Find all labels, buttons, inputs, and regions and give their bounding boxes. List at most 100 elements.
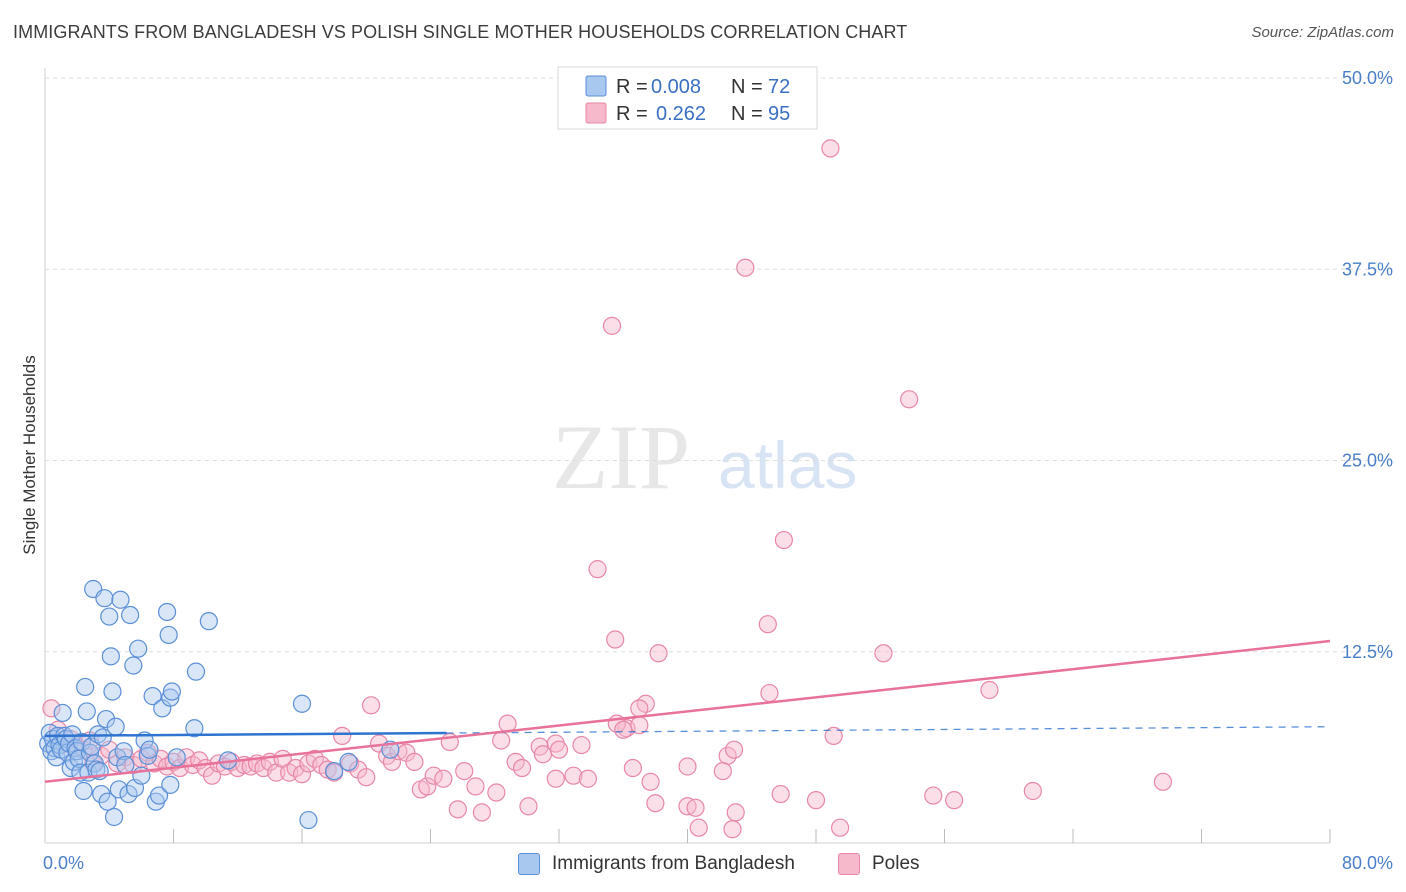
poles-point-88	[686, 798, 705, 817]
bangladesh-point-72	[299, 810, 318, 830]
bangladesh-point-74	[339, 752, 358, 772]
bangladesh-point-38	[100, 607, 119, 626]
poles-point-86	[724, 740, 744, 759]
legend-r-label-1: R =	[616, 76, 648, 98]
bangladesh-point-34	[93, 728, 112, 747]
bangladesh-point-16	[64, 752, 84, 772]
bangladesh-point-52	[129, 639, 148, 658]
poles-point-68	[512, 758, 532, 778]
poles-point-106	[630, 699, 649, 718]
poles-point-58	[434, 769, 453, 788]
watermark-atlas: atlas	[718, 428, 857, 502]
poles-point-115	[874, 644, 893, 663]
bangladesh-point-69	[199, 612, 218, 631]
poles-point-44	[333, 726, 352, 746]
bangladesh-point-59	[149, 786, 169, 805]
poles-point-96	[760, 683, 779, 703]
poles-point-38	[292, 765, 312, 784]
poles-swatch	[838, 853, 860, 875]
bangladesh-point-64	[162, 682, 181, 701]
poles-point-105	[614, 720, 633, 739]
legend-n-value-2: 95	[768, 103, 790, 125]
poles-point-62	[466, 777, 485, 796]
legend-item-bangladesh: Immigrants from Bangladesh	[518, 852, 795, 876]
legend-swatch-blue	[585, 75, 607, 97]
bangladesh-point-66	[167, 748, 186, 767]
bangladesh-point-49	[121, 605, 140, 625]
legend-item-poles: Poles	[838, 852, 920, 876]
legend-r-value-2: 0.262	[656, 103, 706, 125]
poles-point-103	[1023, 781, 1042, 801]
poles-point-97	[546, 769, 565, 788]
bangladesh-point-47	[116, 755, 135, 775]
bangladesh-point-22	[74, 781, 93, 801]
bangladesh-point-9	[53, 703, 72, 723]
bangladesh-swatch	[518, 853, 540, 875]
poles-point-91	[771, 784, 790, 804]
bangladesh-point-42	[106, 717, 125, 736]
poles-point-56	[418, 777, 437, 796]
poles-point-61	[455, 761, 474, 781]
poles-point-101	[945, 791, 964, 810]
bangladesh-point-37	[98, 792, 117, 811]
x-tick-label-max: 80.0%	[1342, 853, 1393, 873]
poles-point-60	[448, 800, 467, 819]
poles-point-104	[1153, 772, 1173, 791]
legend-n-label-2: N =	[731, 103, 763, 125]
bangladesh-point-57	[143, 687, 162, 706]
bangladesh-label: Immigrants from Bangladesh	[552, 853, 795, 874]
bangladesh-point-40	[103, 682, 122, 701]
poles-label: Poles	[872, 853, 920, 874]
bangladesh-point-46	[114, 742, 133, 761]
poles-point-109	[774, 530, 793, 550]
poles-point-94	[636, 694, 655, 713]
poles-point-54	[405, 752, 424, 772]
poles-point-0	[42, 699, 61, 718]
bangladesh-trend-solid	[44, 731, 447, 738]
poles-point-111	[736, 258, 755, 277]
poles-point-48	[361, 696, 381, 715]
poles-point-92	[806, 791, 826, 810]
poles-point-79	[623, 758, 642, 778]
y-tick-label-1: 25.0%	[1342, 451, 1393, 471]
bangladesh-point-71	[292, 694, 312, 713]
poles-point-87	[726, 803, 745, 822]
bangladesh-point-35	[95, 589, 114, 608]
bangladesh-point-68	[185, 719, 204, 738]
x-tick-label-min: 0.0%	[43, 853, 84, 873]
poles-point-107	[678, 757, 697, 776]
poles-point-81	[646, 794, 665, 813]
poles-point-63	[472, 803, 491, 822]
correlation-legend: R = 0.008 N = 72 R = 0.262 N = 95	[557, 66, 818, 130]
y-tick-label-0: 12.5%	[1342, 642, 1393, 662]
y-tick-label-3: 50.0%	[1342, 68, 1393, 88]
bangladesh-point-39	[101, 647, 120, 666]
poles-point-82	[649, 644, 668, 663]
bangladesh-point-63	[161, 688, 180, 707]
poles-point-98	[641, 772, 660, 791]
poles-trend-line	[44, 639, 1331, 784]
bangladesh-point-67	[186, 662, 206, 681]
grid	[45, 77, 1392, 653]
bangladesh-point-65	[161, 775, 180, 794]
source-credit: Source: ZipAtlas.com	[1251, 24, 1394, 41]
legend-n-value-1: 72	[768, 76, 790, 98]
poles-point-99	[830, 818, 850, 837]
legend-r-value-1: 0.008	[651, 76, 701, 98]
poles-point-84	[689, 818, 708, 837]
bangladesh-point-73	[325, 761, 344, 781]
bangladesh-point-44	[109, 780, 128, 799]
poles-point-76	[572, 735, 591, 755]
bangladesh-point-61	[157, 602, 177, 622]
bangladesh-points	[39, 579, 400, 830]
bangladesh-point-15	[63, 725, 82, 744]
bangladesh-point-62	[159, 625, 178, 645]
legend-r-label-2: R =	[616, 103, 648, 125]
poles-point-113	[900, 390, 919, 409]
chart-title: IMMIGRANTS FROM BANGLADESH VS POLISH SIN…	[13, 22, 908, 42]
bangladesh-point-56	[140, 740, 159, 759]
bangladesh-point-26	[80, 743, 100, 762]
bangladesh-point-45	[111, 590, 130, 609]
poles-point-69	[519, 797, 538, 816]
